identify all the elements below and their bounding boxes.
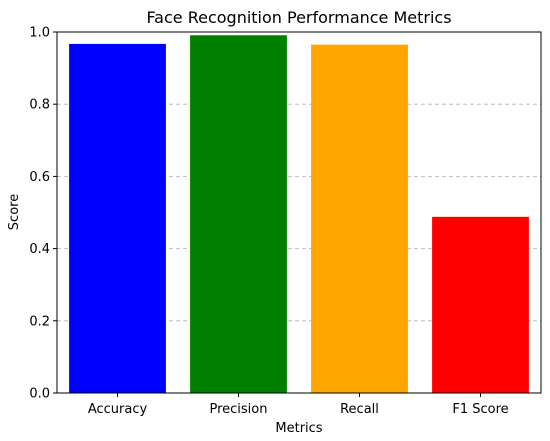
- x-tick-label: Recall: [340, 402, 379, 417]
- plot-frame: [56, 31, 542, 394]
- y-tick-label: 0.4: [29, 242, 50, 257]
- y-tick-label: 1.0: [29, 26, 50, 41]
- x-axis-label: Metrics: [275, 421, 322, 436]
- bar-f1-score: [432, 216, 529, 393]
- bar-recall: [311, 44, 408, 393]
- y-axis-ticks: 0.0 0.2 0.4 0.6 0.8 1.0: [29, 26, 57, 402]
- x-tick-label: Accuracy: [88, 402, 148, 417]
- bars: [69, 35, 529, 394]
- x-axis-ticks: Accuracy Precision Recall F1 Score: [88, 393, 509, 417]
- bar-precision: [190, 35, 287, 394]
- y-tick-label: 0.6: [29, 170, 50, 185]
- y-tick-label: 0.8: [29, 98, 50, 113]
- y-tick-label: 0.0: [29, 387, 50, 402]
- y-axis-label: Score: [7, 194, 22, 230]
- x-tick-label: F1 Score: [452, 402, 508, 417]
- x-tick-label: Precision: [209, 402, 267, 417]
- y-tick-label: 0.2: [29, 314, 50, 329]
- chart-title: Face Recognition Performance Metrics: [146, 8, 451, 27]
- bar-accuracy: [69, 43, 166, 394]
